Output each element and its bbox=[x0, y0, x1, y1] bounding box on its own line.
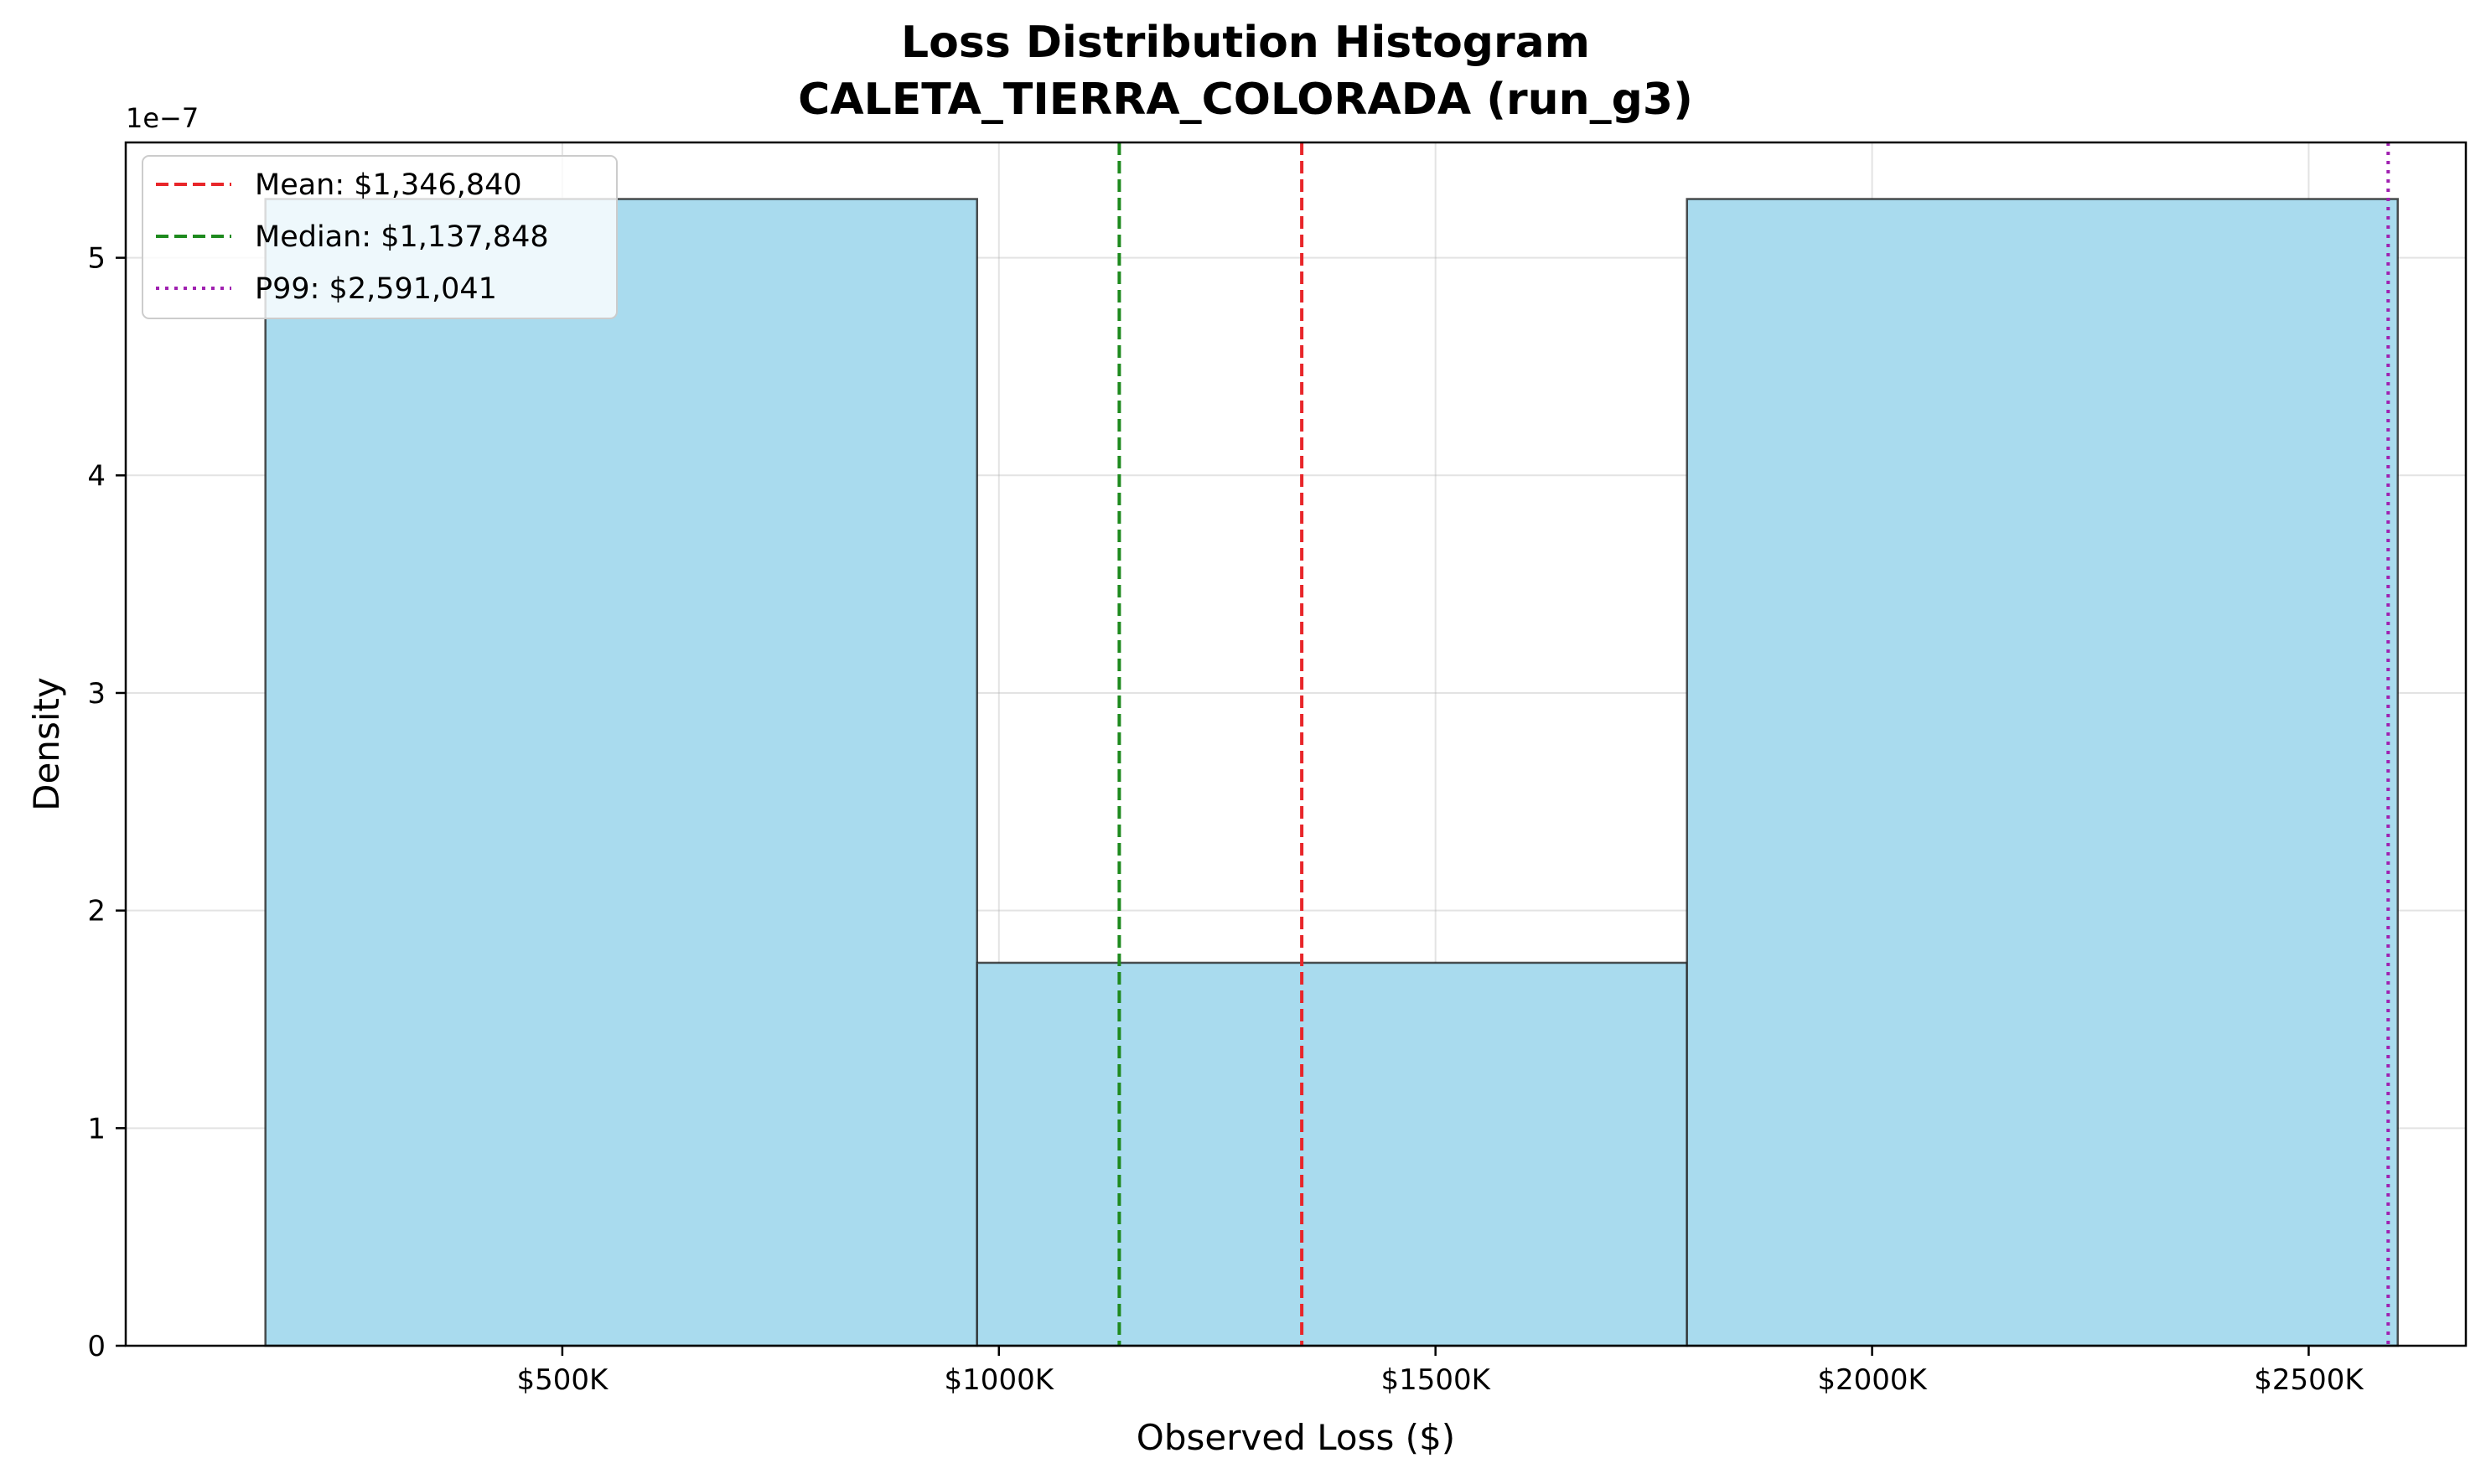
x-tick-label: $2000K bbox=[1817, 1363, 1928, 1397]
x-tick-label: $500K bbox=[516, 1363, 609, 1397]
chart-title: Loss Distribution Histogram bbox=[901, 18, 1590, 68]
y-tick-label: 0 bbox=[87, 1330, 106, 1363]
y-tick-label: 1 bbox=[87, 1112, 106, 1145]
histogram-bar bbox=[1686, 198, 2399, 1347]
x-axis-label: Observed Loss ($) bbox=[1137, 1417, 1455, 1458]
legend-label: Mean: $1,346,840 bbox=[255, 168, 522, 202]
y-axis-label: Density bbox=[26, 677, 67, 811]
legend: Mean: $1,346,840 Median: $1,137,848 P99: $… bbox=[142, 155, 618, 319]
y-tick-label: 4 bbox=[87, 459, 106, 493]
legend-box bbox=[142, 155, 618, 319]
x-axis-ticks: $500K $1000K $1500K $2000K $2500K bbox=[516, 1346, 2364, 1397]
histogram-bar bbox=[976, 961, 1688, 1347]
legend-label: P99: $2,591,041 bbox=[255, 272, 497, 306]
x-tick-label: $1000K bbox=[945, 1363, 1055, 1397]
histogram-bars bbox=[264, 198, 2399, 1347]
y-axis-ticks: 0 1 2 3 4 5 bbox=[87, 242, 126, 1363]
x-tick-label: $2500K bbox=[2254, 1363, 2364, 1397]
legend-label: Median: $1,137,848 bbox=[255, 220, 549, 254]
y-tick-label: 5 bbox=[87, 242, 106, 276]
x-tick-label: $1500K bbox=[1380, 1363, 1491, 1397]
y-axis-offset-label: 1e−7 bbox=[126, 102, 199, 134]
y-tick-label: 3 bbox=[87, 677, 106, 711]
histogram-bar bbox=[264, 198, 978, 1347]
y-tick-label: 2 bbox=[87, 895, 106, 928]
chart-subtitle: CALETA_TIERRA_COLORADA (run_g3) bbox=[798, 75, 1693, 125]
reference-lines bbox=[1117, 142, 2390, 1346]
plot-frame bbox=[124, 141, 2468, 1347]
